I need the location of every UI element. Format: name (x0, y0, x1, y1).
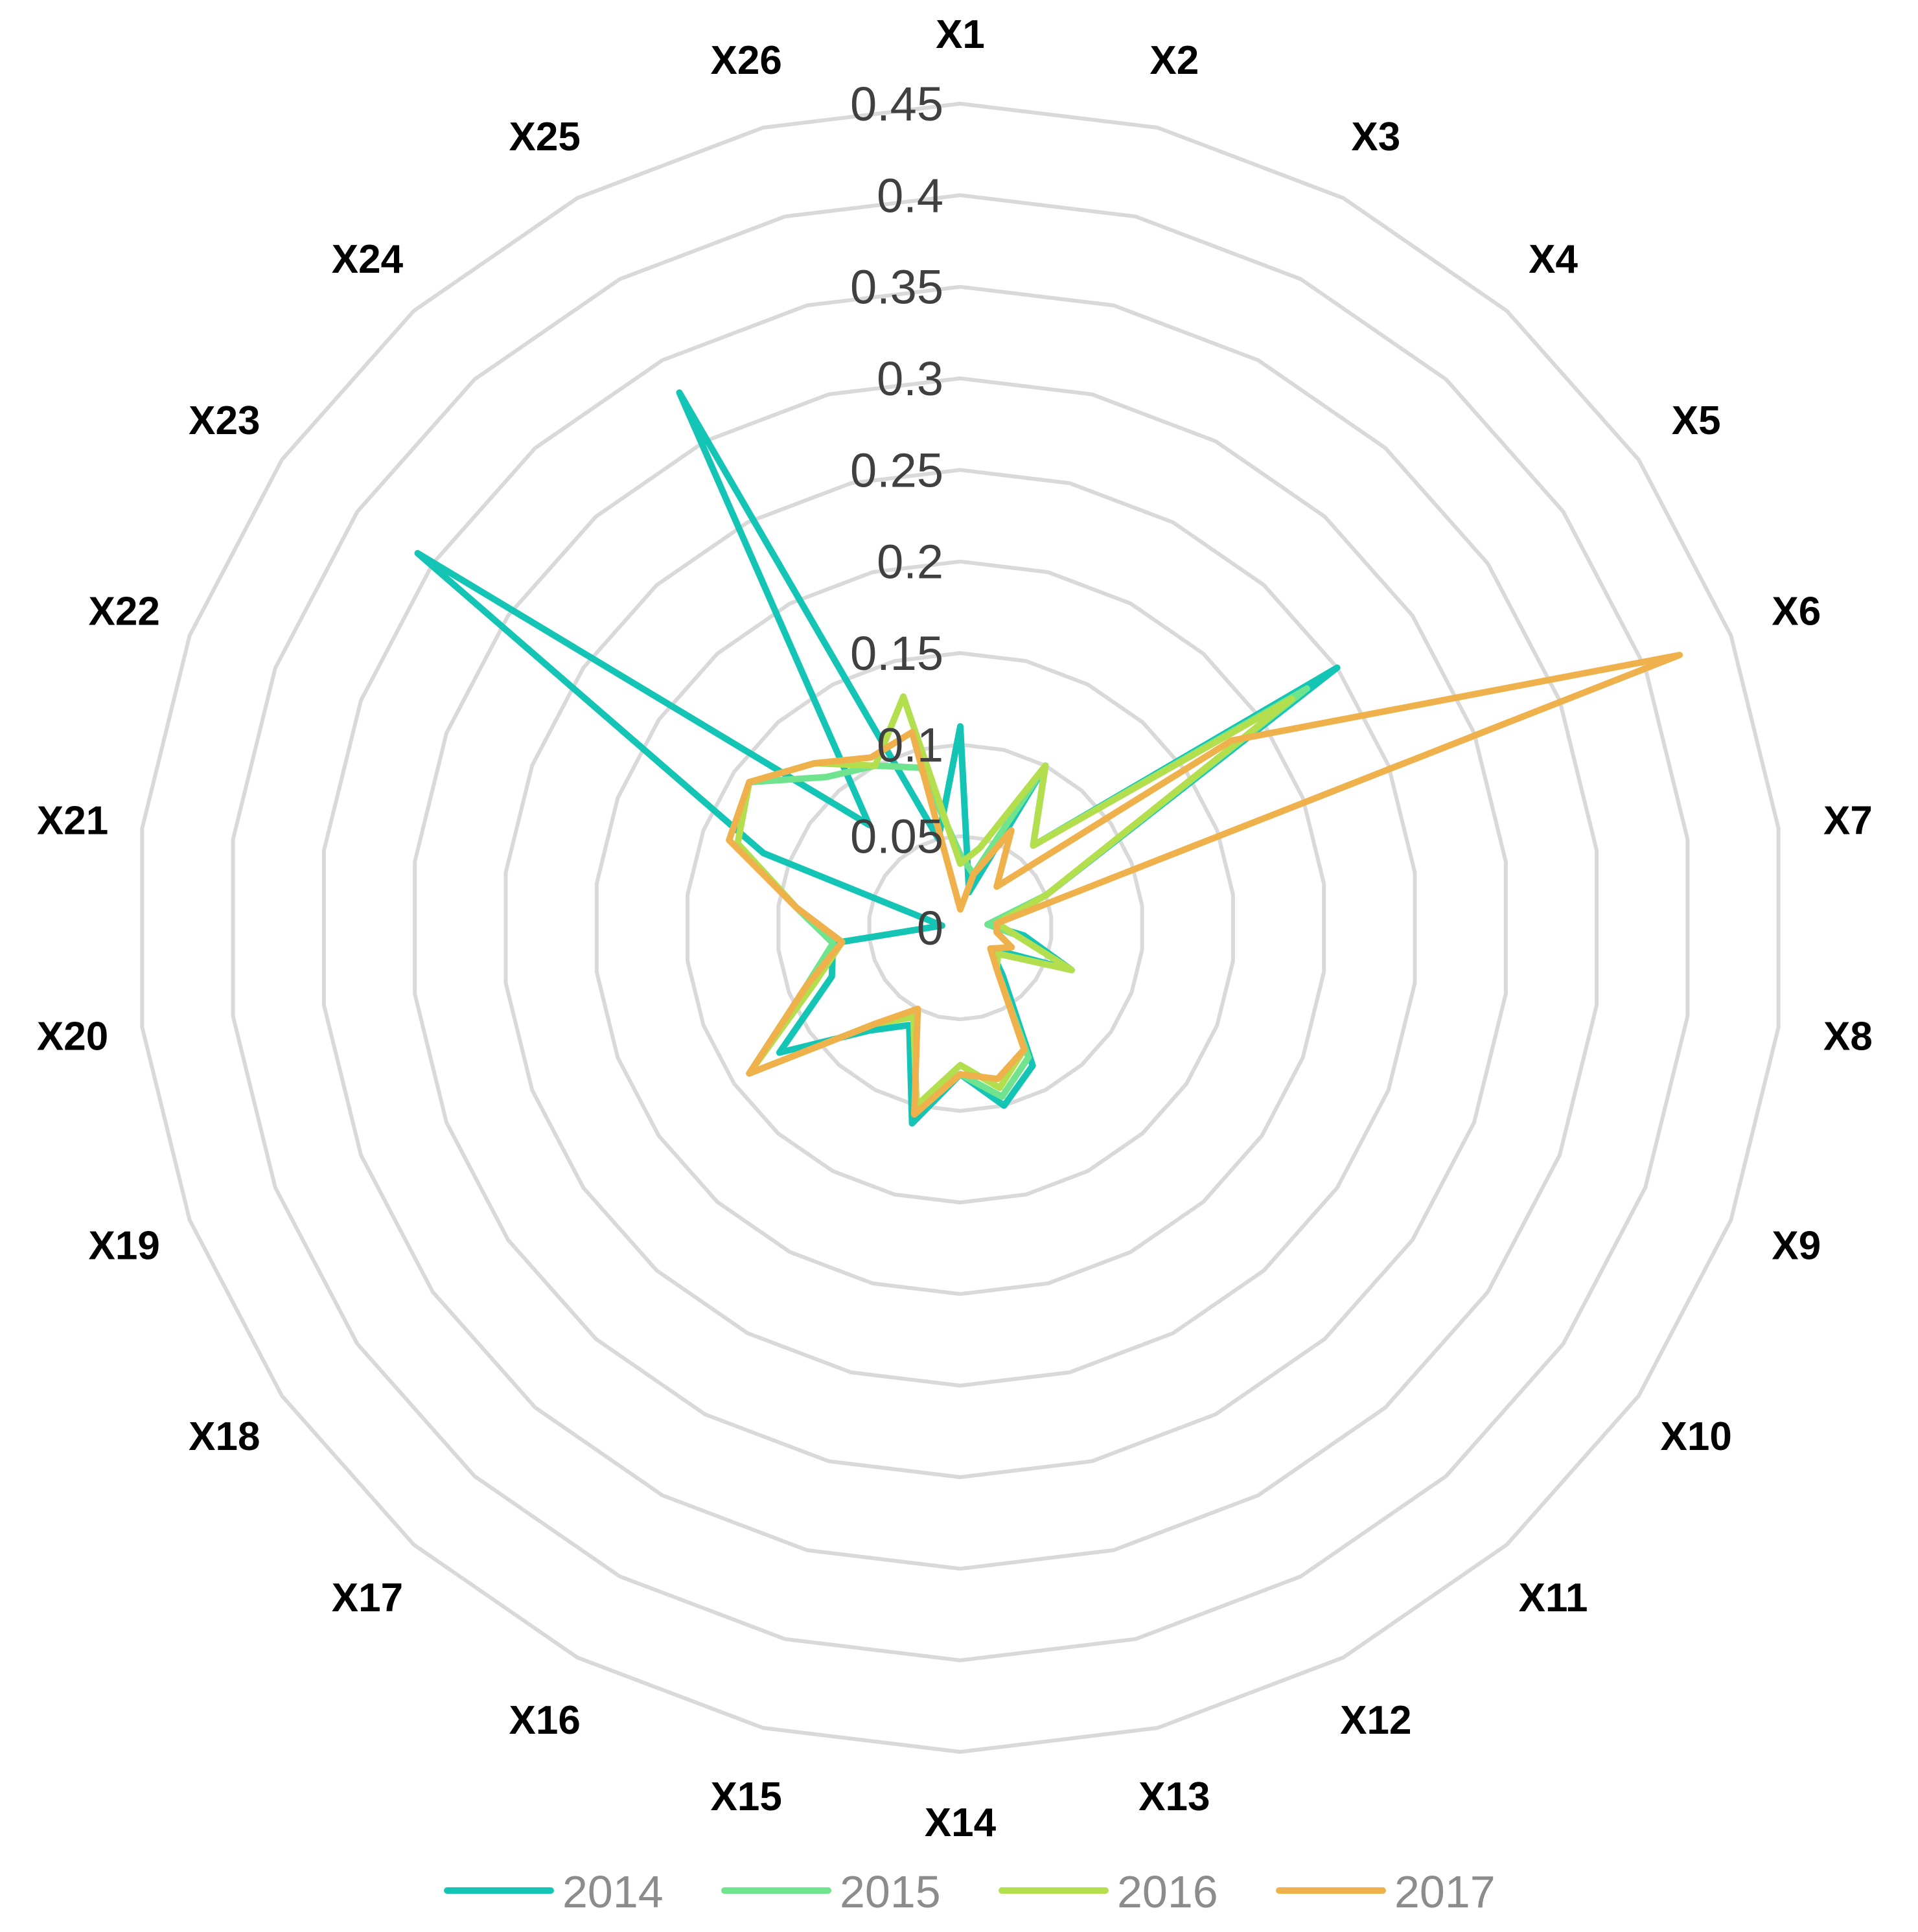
radar-grid (140, 102, 1781, 1754)
category-label: X14 (925, 1800, 997, 1845)
grid-ring (867, 834, 1054, 1022)
tick-label: 0.45 (850, 77, 943, 131)
radar-series (414, 389, 1683, 1127)
series-line-2017 (726, 652, 1683, 1118)
category-label: X6 (1772, 590, 1821, 634)
legend-label: 2016 (1117, 1867, 1218, 1917)
category-label: X5 (1672, 398, 1721, 443)
grid-ring (503, 468, 1417, 1388)
category-label: X23 (189, 398, 260, 443)
category-label: X25 (509, 115, 581, 159)
grid-ring (321, 284, 1599, 1571)
category-label: X12 (1340, 1698, 1411, 1743)
category-label: X11 (1519, 1576, 1588, 1620)
category-label: X16 (509, 1698, 581, 1743)
grid-ring (594, 559, 1326, 1296)
tick-label: 0.4 (877, 168, 943, 222)
grid-ring (231, 193, 1690, 1662)
radial-tick-labels: 0 0.05 0.1 0.15 0.2 0.25 0.3 0.35 0.4 0.45 (850, 77, 943, 955)
tick-label: 0.15 (850, 627, 943, 680)
category-label: X26 (711, 38, 782, 83)
category-label: X20 (37, 1014, 108, 1059)
category-label: X7 (1823, 799, 1873, 844)
category-label: X22 (89, 590, 160, 634)
legend-label: 2015 (840, 1867, 941, 1917)
category-label: X3 (1351, 115, 1400, 159)
category-label: X15 (711, 1775, 782, 1819)
category-label: X21 (37, 799, 108, 844)
grid-ring (413, 376, 1508, 1479)
category-label: X17 (332, 1576, 403, 1620)
grid-ring (686, 651, 1235, 1204)
tick-label: 0.25 (850, 443, 943, 497)
legend-label: 2014 (562, 1867, 664, 1917)
category-label: X9 (1772, 1223, 1821, 1268)
tick-label: 0.1 (877, 718, 943, 772)
category-label: X2 (1150, 38, 1199, 83)
category-label: X24 (332, 237, 404, 282)
category-labels: X1 X2 X3 X4 X5 X6 X7 X8 X9 X10 X11 X12 X13 X14 X15 X16 X… (37, 12, 1873, 1845)
category-label: X13 (1138, 1775, 1210, 1819)
legend: 2014 2015 2016 2017 (444, 1867, 1496, 1917)
tick-label: 0.3 (877, 352, 943, 406)
category-label: X1 (936, 12, 985, 57)
category-label: X8 (1823, 1014, 1873, 1059)
tick-label: 0.05 (850, 810, 943, 864)
tick-label: 0.2 (877, 535, 943, 589)
category-label: X19 (89, 1223, 160, 1268)
category-label: X10 (1661, 1414, 1732, 1459)
tick-label: 0.35 (850, 260, 943, 314)
category-label: X4 (1529, 237, 1578, 282)
category-label: X18 (189, 1414, 260, 1459)
grid-ring (140, 102, 1781, 1754)
legend-label: 2017 (1394, 1867, 1496, 1917)
tick-label: 0 (917, 901, 943, 955)
